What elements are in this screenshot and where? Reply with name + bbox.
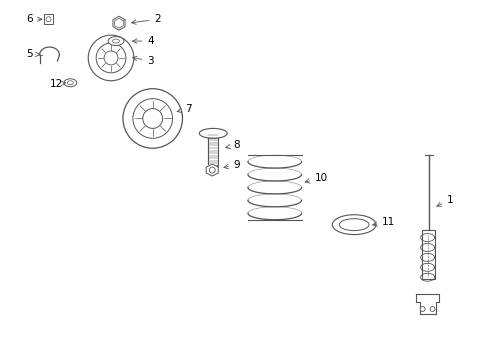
Text: 9: 9 (224, 160, 240, 170)
Polygon shape (415, 294, 439, 314)
Bar (421, 230, 434, 279)
Ellipse shape (108, 37, 123, 46)
Circle shape (209, 167, 215, 173)
Circle shape (104, 51, 118, 65)
Ellipse shape (332, 215, 375, 235)
Circle shape (96, 43, 126, 73)
Text: 11: 11 (372, 217, 395, 227)
Circle shape (88, 35, 134, 81)
Polygon shape (206, 164, 218, 176)
Text: 5: 5 (26, 49, 40, 59)
Circle shape (46, 17, 51, 22)
Text: 1: 1 (436, 195, 453, 206)
Bar (208, 133, 218, 165)
Text: 10: 10 (305, 173, 327, 183)
Text: 4: 4 (132, 36, 154, 46)
Text: 6: 6 (26, 14, 42, 24)
Circle shape (142, 109, 163, 129)
Text: 8: 8 (225, 140, 240, 150)
Bar (43, 14, 53, 24)
Circle shape (133, 99, 172, 138)
Circle shape (419, 306, 424, 311)
Text: 12: 12 (50, 79, 66, 89)
Text: 3: 3 (132, 56, 154, 66)
Ellipse shape (199, 129, 226, 138)
Circle shape (429, 306, 434, 311)
Text: 2: 2 (131, 14, 161, 24)
Ellipse shape (67, 81, 73, 85)
Text: 7: 7 (177, 104, 191, 113)
Circle shape (122, 89, 182, 148)
Ellipse shape (64, 79, 77, 87)
Ellipse shape (112, 39, 119, 43)
Ellipse shape (339, 219, 368, 231)
